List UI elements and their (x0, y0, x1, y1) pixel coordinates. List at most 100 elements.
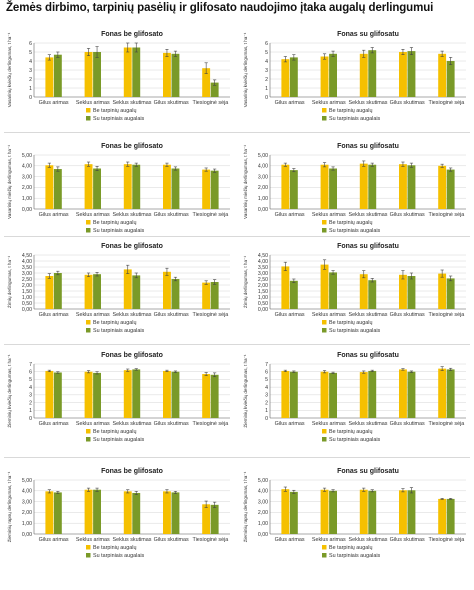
bar (368, 490, 377, 534)
bar (202, 282, 211, 309)
chart-title: Fonas su glifosatu (337, 143, 399, 150)
x-tick-label: Seklus arimas (76, 212, 110, 218)
chart-title: Fonas be glifosato (101, 243, 163, 250)
y-tick-label: 4,00 (22, 489, 32, 495)
bar (438, 368, 447, 418)
legend-swatch (86, 328, 91, 333)
y-tick-label: 6 (29, 41, 32, 47)
chart-svg: Fonas be glifosato 0 1 2 3 4 5 6 Vasarinių kvieč… (7, 31, 230, 122)
y-tick-label: 2 (29, 77, 32, 83)
x-tick-label: Seklus arimas (312, 421, 346, 427)
chart-svg: Fonas be glifosato 0,00 1,00 2,00 3,00 4,00 5,… (7, 143, 230, 234)
x-tick-label: Gilus skutimas (390, 212, 425, 218)
y-tick-label: 7 (29, 362, 32, 368)
bar (359, 274, 368, 309)
y-tick-label: 0 (29, 95, 32, 101)
bar (45, 276, 54, 309)
legend-label: Be tarpinių augalų (329, 320, 372, 326)
chart-title: Fonas su glifosatu (337, 243, 399, 250)
chart-svg: Fonas be glifosato 0,000,501,001,502,002,… (5, 243, 230, 334)
y-axis-label: Vasarinių kviečių derlingumas, t ha⁻¹ (243, 32, 248, 107)
x-tick-label: Gilus skutimas (390, 100, 425, 106)
chart-svg: Fonas su glifosatu 0 1 23 4 56 7 Žieminių kvieč… (241, 352, 466, 443)
bar (132, 369, 141, 418)
bar (329, 53, 337, 97)
x-tick-label: Seklus arimas (312, 312, 346, 318)
y-tick-label: 4 (29, 59, 32, 65)
legend-label: Be tarpinių augalų (93, 545, 136, 551)
legend-swatch (86, 220, 91, 225)
legend-label: Be tarpinių augalų (329, 108, 372, 114)
bar (399, 369, 407, 418)
y-tick-label: 2,50 (258, 277, 268, 283)
bar (289, 280, 298, 309)
x-tick-label: Gilus skutimas (154, 421, 189, 427)
legend-label: Be tarpinių augalų (93, 220, 136, 226)
chart-svg: Fonas su glifosatu 0,00 1,00 2,00 3,00 4,00 5,… (243, 143, 466, 234)
bar (399, 490, 407, 534)
legend-label: Be tarpinių augalų (329, 545, 372, 551)
chart-title: Fonas be glifosato (101, 468, 163, 475)
x-tick-label: Gilus arimas (39, 212, 69, 218)
bar (202, 374, 211, 418)
bar (210, 282, 219, 309)
y-tick-label: 4 (29, 385, 32, 391)
bar (53, 492, 62, 534)
bar (289, 491, 298, 534)
y-tick-label: 1 (29, 86, 32, 92)
y-tick-label: 5,00 (258, 153, 268, 159)
legend-swatch (322, 220, 327, 225)
y-tick-label: 6 (265, 370, 268, 376)
legend-swatch (322, 108, 327, 113)
legend-label: Be tarpinių augalų (329, 429, 372, 435)
y-tick-label: 4,00 (258, 259, 268, 265)
row-divider (4, 132, 470, 133)
legend-swatch (86, 320, 91, 325)
chart-winter-wheat-no-glyphosate: Fonas be glifosato 0 1 2 3 4 5 6 7 Žieminių kvieč… (4, 348, 234, 462)
x-tick-label: Tiesioginė sėja (193, 100, 229, 106)
x-tick-label: Gilus skutimas (390, 312, 425, 318)
bar (407, 165, 416, 209)
x-tick-label: Gilus arimas (275, 312, 305, 318)
y-tick-label: 4,50 (258, 253, 268, 259)
bar (163, 491, 171, 534)
bar (359, 163, 368, 209)
bar (171, 279, 180, 309)
y-tick-label: 3,00 (22, 499, 32, 505)
legend-swatch (86, 228, 91, 233)
chart-svg: Fonas su glifosatu 0,000,501,001,502,002,… (241, 243, 466, 334)
x-tick-label: Seklus skutimas (349, 312, 388, 318)
legend-swatch (86, 437, 91, 442)
bar (289, 170, 298, 209)
chart-svg: Fonas su glifosatu 0 1 2 3 4 5 6 Vasarinių kvieč… (243, 31, 466, 122)
chart-title: Fonas su glifosatu (337, 352, 399, 359)
legend-label: Su tarpiniais augalais (93, 437, 145, 443)
y-tick-label: 3,00 (258, 174, 268, 180)
figure-title: Žemės dirbimo, tarpinių pasėlių ir glifo… (6, 2, 434, 14)
bar (399, 52, 407, 97)
y-tick-label: 1,00 (22, 196, 32, 202)
bar (438, 273, 447, 309)
chart-spring-barley-no-glyphosate: Fonas be glifosato 0,00 1,00 2,00 3,00 4,00 5,… (4, 139, 234, 253)
x-tick-label: Seklus arimas (76, 421, 110, 427)
bar (202, 68, 211, 97)
y-tick-label: 3,00 (22, 271, 32, 277)
bar (329, 490, 337, 534)
y-tick-label: 3 (29, 68, 32, 74)
legend-swatch (322, 228, 327, 233)
y-tick-label: 5 (265, 377, 268, 383)
x-tick-label: Tiesioginė sėja (429, 312, 465, 318)
bar (446, 61, 455, 97)
y-tick-label: 4,00 (22, 259, 32, 265)
bar (93, 168, 101, 209)
bar (438, 165, 447, 209)
x-tick-label: Tiesioginė sėja (193, 421, 229, 427)
y-tick-label: 3,00 (22, 174, 32, 180)
bar (53, 372, 62, 418)
y-tick-label: 7 (265, 362, 268, 368)
legend-label: Su tarpiniais augalais (93, 328, 145, 334)
bar (84, 489, 93, 534)
y-tick-label: 0,00 (22, 307, 32, 313)
bar (93, 274, 101, 309)
y-axis-label: Vasarinių kviečių derlingumas, t ha⁻¹ (7, 32, 12, 107)
